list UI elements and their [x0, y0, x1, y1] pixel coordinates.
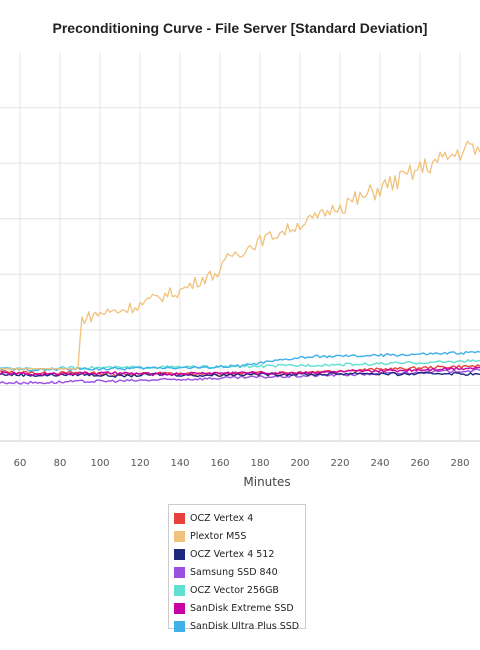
legend-label: SanDisk Extreme SSD	[190, 602, 294, 614]
series-line-2	[0, 371, 480, 378]
legend-item[interactable]: OCZ Vector 256GB	[174, 581, 300, 599]
legend-item[interactable]: Samsung SSD 840	[174, 563, 300, 581]
legend-label: OCZ Vertex 4 512	[190, 548, 275, 560]
x-tick-label: 140	[170, 458, 189, 469]
x-tick-label: 80	[54, 458, 67, 469]
series-line-6	[0, 350, 480, 372]
x-tick-label: 240	[370, 458, 389, 469]
legend-swatch	[174, 620, 185, 632]
legend-swatch	[174, 548, 185, 560]
legend-label: OCZ Vertex 4	[190, 512, 254, 524]
chart-title: Preconditioning Curve - File Server [Sta…	[52, 20, 428, 36]
x-tick-label: 200	[290, 458, 309, 469]
legend-label: OCZ Vector 256GB	[190, 584, 279, 596]
series-layer	[0, 140, 480, 385]
legend-label: Plextor M5S	[190, 530, 247, 542]
x-tick-label: 120	[130, 458, 149, 469]
series-line-5	[0, 366, 480, 377]
legend-item[interactable]: Plextor M5S	[174, 527, 300, 545]
legend-item[interactable]: OCZ Vertex 4 512	[174, 545, 300, 563]
legend-item[interactable]: SanDisk Extreme SSD	[174, 599, 300, 617]
series-line-1	[0, 140, 480, 370]
x-tick-label: 260	[410, 458, 429, 469]
legend-label: SanDisk Ultra Plus SSD	[190, 620, 300, 632]
x-tick-label: 180	[250, 458, 269, 469]
legend-swatch	[174, 530, 185, 542]
legend-item[interactable]: OCZ Vertex 4	[174, 509, 300, 527]
x-tick-label: 60	[14, 458, 27, 469]
x-tick-label: 100	[90, 458, 109, 469]
line-chart: 60 80 100 120 140 160 180 200 220 240 260 280 Minut…	[0, 52, 480, 489]
legend: OCZ Vertex 4 Plextor M5S OCZ Vertex 4 512 S…	[168, 504, 306, 632]
legend-swatch	[174, 584, 185, 596]
legend-label: Samsung SSD 840	[190, 566, 278, 578]
legend-swatch	[174, 566, 185, 578]
grid-lines	[0, 52, 480, 442]
series-line-3	[0, 368, 480, 385]
x-tick-label: 160	[210, 458, 229, 469]
legend-swatch	[174, 512, 185, 524]
x-tick-labels: 60 80 100 120 140 160 180 200 220 240 260 280	[14, 458, 470, 469]
x-axis-title: Minutes	[243, 475, 290, 489]
x-tick-label: 220	[330, 458, 349, 469]
legend-item[interactable]: SanDisk Ultra Plus SSD	[174, 617, 300, 635]
legend-swatch	[174, 602, 185, 614]
x-tick-label: 280	[450, 458, 469, 469]
